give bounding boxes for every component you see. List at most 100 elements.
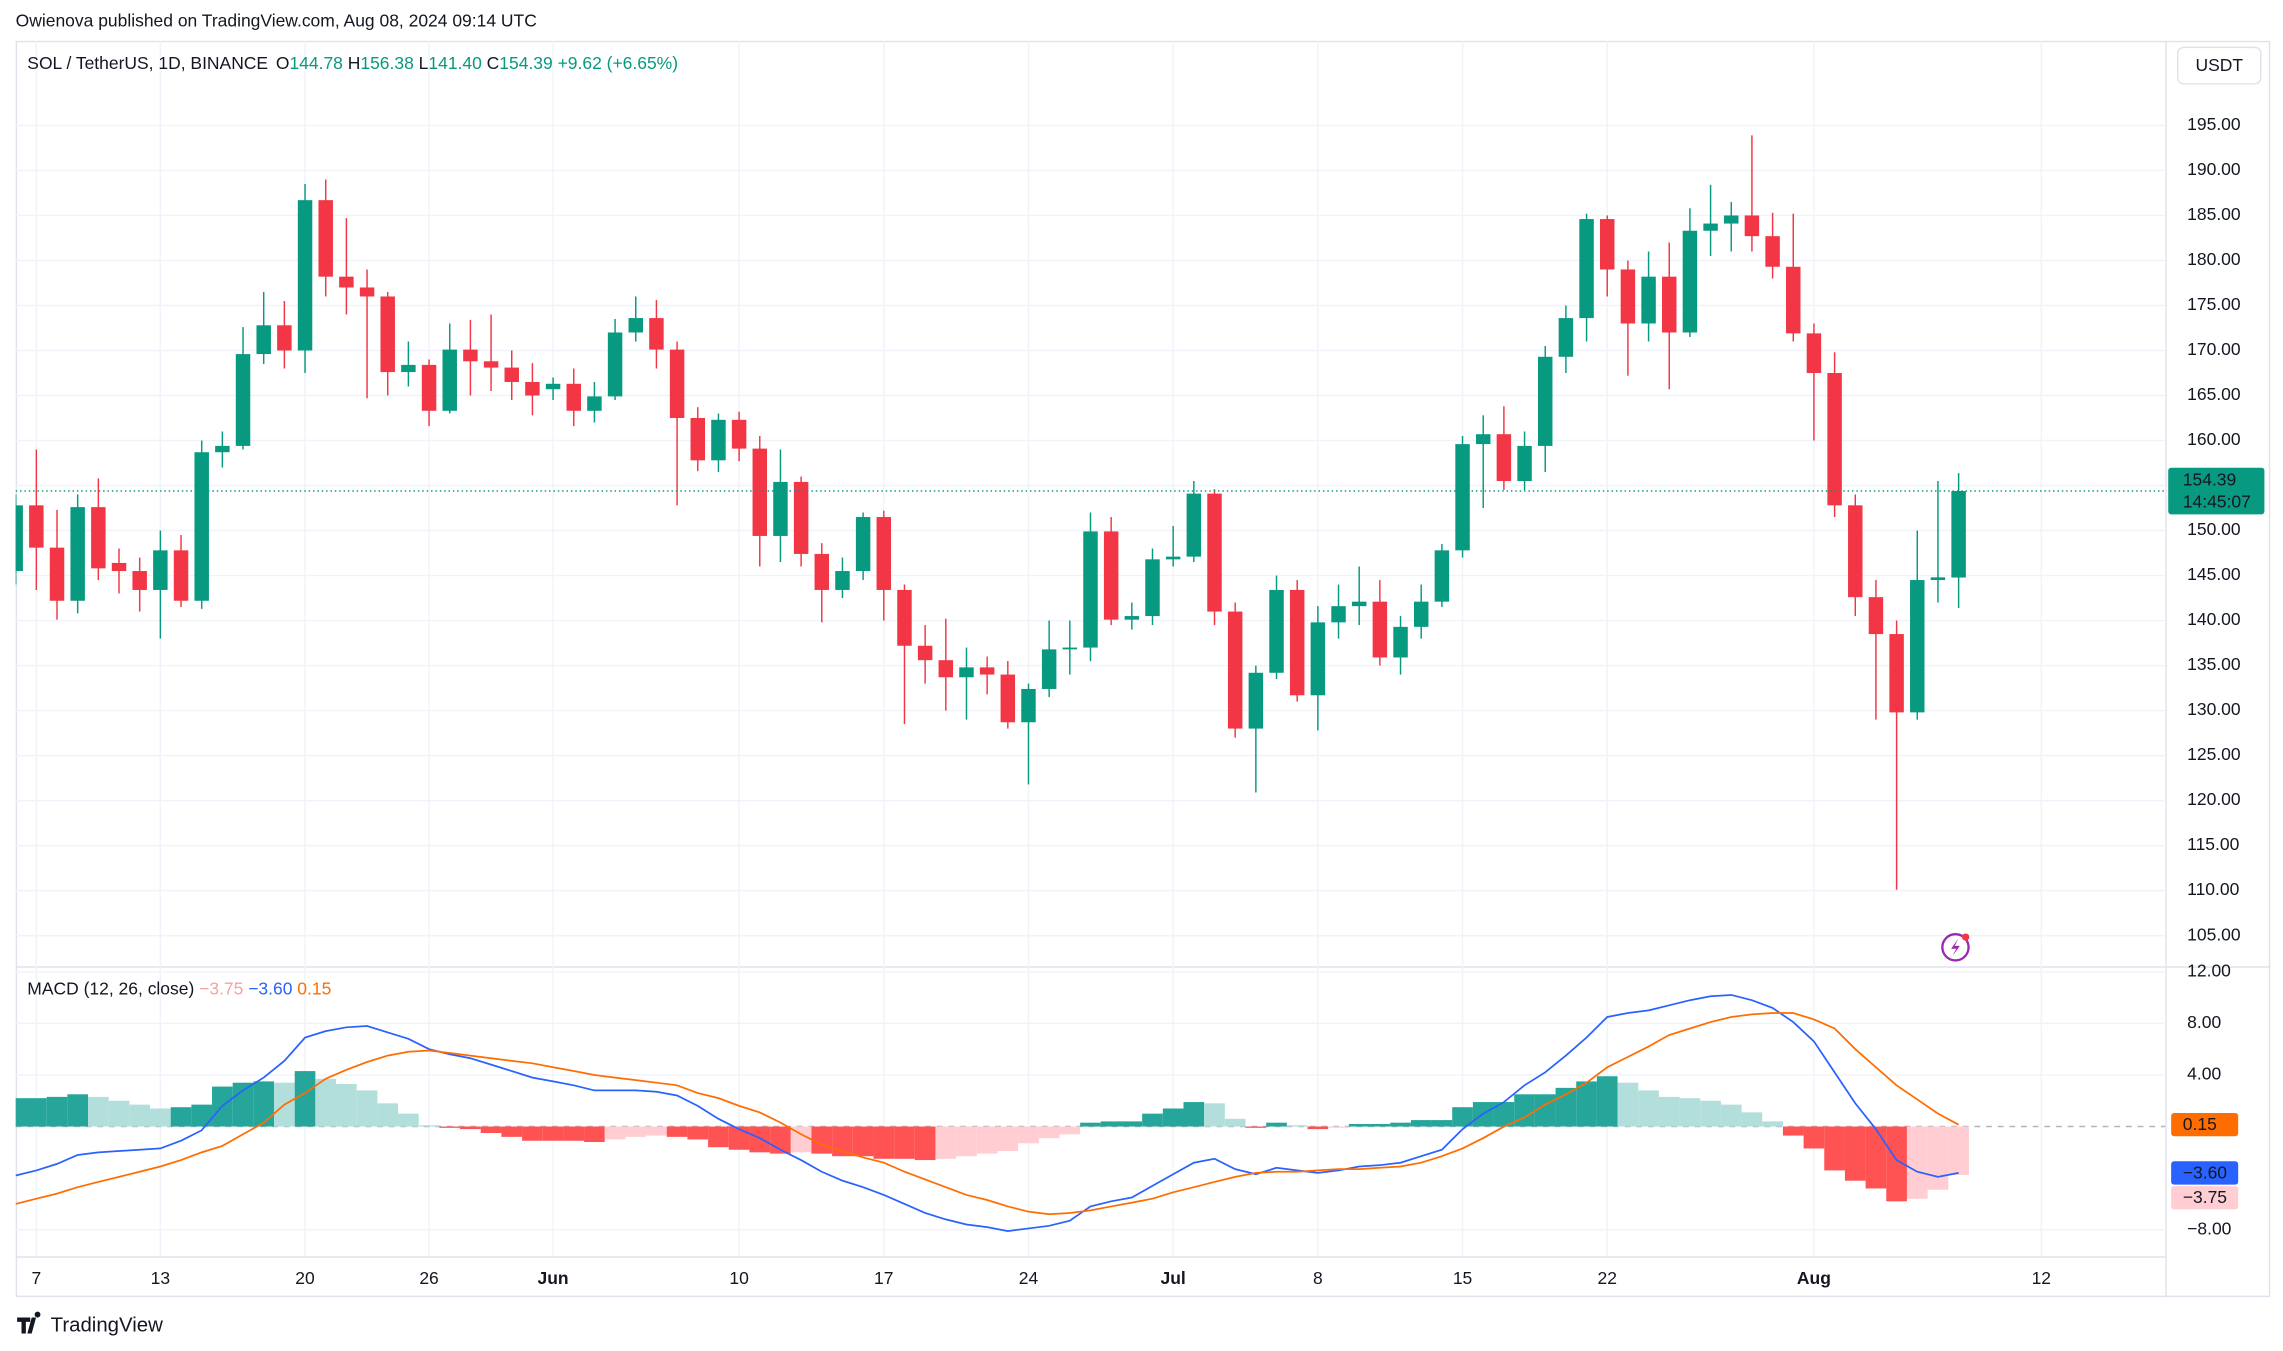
histogram-bar — [976, 1126, 998, 1154]
candle-body — [235, 354, 251, 446]
candle-body — [1662, 276, 1677, 333]
candle-body — [1558, 318, 1574, 357]
o-label: O — [276, 53, 290, 73]
candle-body — [49, 547, 65, 601]
histogram-bar — [646, 1126, 667, 1136]
candle-body — [876, 517, 892, 590]
histogram-bar — [563, 1126, 585, 1141]
candle-body — [91, 507, 106, 569]
candle-body — [421, 364, 437, 411]
candle-body — [1207, 493, 1222, 612]
x-tick-label: 8 — [1313, 1268, 1323, 1288]
histogram-bar — [1906, 1126, 1928, 1199]
x-tick-label: 10 — [729, 1268, 749, 1288]
candle-body — [545, 383, 561, 390]
brand[interactable]: TradingView — [17, 1311, 163, 1337]
histogram-bar — [1121, 1121, 1143, 1127]
alert-ring[interactable] — [1941, 933, 1970, 962]
histogram-bar — [894, 1126, 915, 1159]
histogram-bar — [1658, 1096, 1680, 1127]
candle-body — [1124, 616, 1140, 620]
histogram-bar — [15, 1098, 27, 1127]
candle-body — [752, 448, 768, 536]
histogram-bar — [1431, 1120, 1453, 1127]
candle-body — [504, 367, 519, 382]
candle-body — [938, 660, 954, 678]
candle-body — [1041, 649, 1057, 689]
candle-body — [587, 396, 602, 411]
candle-body — [194, 452, 209, 601]
signal-value: 0.15 — [297, 978, 331, 998]
candle-body — [1372, 601, 1388, 658]
histogram-bar — [1824, 1126, 1845, 1171]
currency-label[interactable]: USDT — [2195, 55, 2243, 75]
candle-body — [1641, 276, 1656, 324]
candle-body — [1269, 589, 1284, 673]
histogram-bar — [46, 1096, 68, 1127]
candle-body — [173, 550, 189, 601]
histogram-bar — [1720, 1104, 1742, 1127]
x-tick-label: Aug — [1797, 1268, 1831, 1288]
macd-line — [15, 994, 1959, 1232]
histogram-bar — [604, 1126, 626, 1140]
brand-logo[interactable] — [17, 1311, 41, 1334]
candle-body — [318, 200, 333, 277]
histogram-bar — [398, 1113, 419, 1127]
histogram-bar — [749, 1126, 771, 1153]
histogram-bar — [1266, 1122, 1287, 1127]
alert-icon[interactable] — [1941, 933, 1970, 962]
candle-body — [1848, 505, 1863, 598]
candle-body — [1455, 444, 1470, 551]
histogram-bar — [336, 1083, 357, 1127]
price-tag-value: 154.39 — [2183, 469, 2236, 489]
candle-body — [1744, 215, 1760, 237]
candle-body — [442, 349, 457, 411]
alert-bolt[interactable] — [1951, 938, 1960, 957]
macd-tick-label: 12.00 — [2187, 960, 2231, 980]
candle-body — [1021, 688, 1036, 723]
histogram-bar — [418, 1125, 440, 1127]
macd-tag — [2171, 1161, 2239, 1185]
currency-box[interactable] — [2176, 46, 2262, 85]
candle-body — [1599, 219, 1615, 270]
histogram-bar — [1348, 1123, 1370, 1127]
alert-dot[interactable] — [1962, 933, 1970, 941]
candle-body — [1517, 445, 1532, 482]
candle-body — [1186, 493, 1202, 557]
candle-body — [1248, 672, 1264, 729]
histogram-bar — [1245, 1126, 1267, 1128]
candle-body — [1537, 356, 1553, 446]
histogram-bar — [1576, 1081, 1597, 1127]
histogram-bar — [253, 1081, 275, 1127]
candle-body — [215, 445, 230, 453]
candle-body — [15, 505, 23, 572]
brand-name[interactable]: TradingView — [51, 1315, 163, 1337]
histogram-bar — [873, 1126, 895, 1159]
candle-body — [1682, 230, 1698, 333]
currency-button[interactable]: USDT — [2176, 46, 2262, 85]
histogram-bar — [1865, 1126, 1887, 1189]
histogram-bar — [1100, 1121, 1122, 1127]
candle-body — [29, 505, 44, 548]
y-tick-label: 195.00 — [2187, 114, 2241, 134]
histogram-bar — [1204, 1103, 1225, 1127]
histogram-bar — [1534, 1094, 1556, 1127]
histogram-bar — [377, 1103, 399, 1127]
price-tag-countdown: 14:45:07 — [2183, 491, 2251, 511]
macd-legend: MACD (12, 26, close) −3.75 −3.60 0.15 — [27, 978, 331, 998]
histogram-bar — [108, 1100, 130, 1127]
y-tick-label: 120.00 — [2187, 789, 2241, 809]
histogram-bar — [935, 1126, 957, 1159]
candle-body — [1579, 219, 1594, 319]
candle-body — [1889, 634, 1904, 713]
histogram-bar — [129, 1104, 151, 1127]
candle-body — [1165, 556, 1181, 560]
y-tick-label: 150.00 — [2187, 519, 2241, 539]
histogram-bar — [687, 1126, 709, 1140]
x-tick-label: 17 — [874, 1268, 893, 1288]
histogram-bar — [1328, 1126, 1349, 1128]
histogram-bar — [1493, 1102, 1515, 1127]
price-legend: SOL / TetherUS, 1D, BINANCE O144.78 H156… — [27, 53, 678, 73]
macd-tag-label: −3.75 — [2183, 1187, 2227, 1207]
histogram-bar — [1844, 1126, 1866, 1181]
